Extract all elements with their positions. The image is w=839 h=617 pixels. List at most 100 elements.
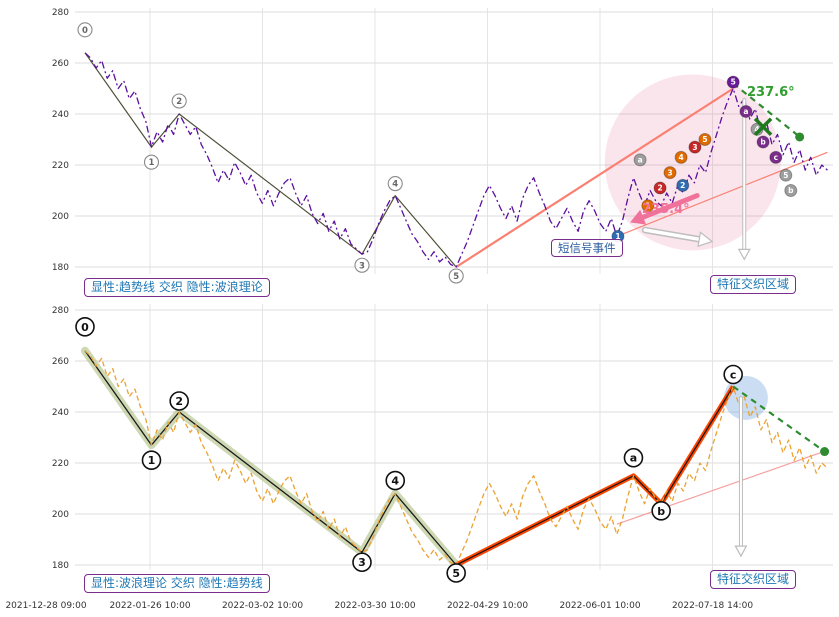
wave-pivot-label: 3 [358,556,366,569]
subwave-marker-label: 5 [731,78,736,87]
y-axis-tick-label: 200 [52,510,69,520]
subwave-marker: 3 [663,166,677,180]
subwave-marker-circle [641,199,655,213]
subwave-marker-circle [653,181,667,195]
subwave-marker-label: 5 [702,135,707,144]
subwave-marker: 5 [698,133,712,146]
subwave-marker: b [784,184,798,197]
subwave-marker: 3 [688,140,702,154]
wave-pivot-marker: 0 [75,316,95,337]
wave-pivot-label: 5 [453,272,459,282]
bottom-panel: 0 1 2 3 4 5 a b c 180 200 220 240 260 280 [52,304,833,583]
subwave-marker-label: a [638,156,643,165]
subwave-marker: c [769,150,783,164]
wave-pivot-marker: 0 [77,22,93,38]
y-axis-tick-label: 240 [52,110,69,120]
y-axis-tick-label: 220 [52,161,69,171]
wave-pivot-label: c [730,368,737,381]
wave-pivot-marker: c [723,364,743,385]
top-trend-line [616,151,828,237]
wave-pivot-marker: 1 [143,154,160,170]
top-panel-caption: 显性:趋势线 交织 隐性:波浪理论 [84,278,270,297]
wave-pivot-circle [141,450,162,470]
subwave-marker-label: 2 [680,181,685,190]
y-axis-tick-label: 200 [52,212,69,222]
wave-pivot-label: 2 [176,97,182,107]
subwave-marker-circle [633,153,647,167]
subwave-marker: b [756,135,770,149]
wave-pivot-marker: 2 [169,391,189,411]
subwave-marker-circle [688,140,702,154]
pink-arrow-head [630,209,647,225]
wave-pivot-circle [723,364,743,385]
x-axis-tick-label: 2022-03-02 10:00 [222,601,303,611]
y-axis-tick-label: 260 [52,357,69,367]
wave-pivot-marker: 3 [352,552,372,573]
y-axis-tick-label: 280 [52,8,69,18]
subwave-marker-label: b [788,186,794,195]
wave-pivot-label: 0 [81,321,89,334]
y-axis-tick-label: 280 [52,306,69,316]
subwave-marker: 2 [653,181,667,195]
subwave-marker-circle [674,150,688,164]
x-axis-tick-label: 2022-07-18 14:00 [672,601,753,611]
wave-pivot-circle [352,552,372,573]
subwave-marker-label: 2 [657,184,662,193]
subwave-marker-circle [739,104,753,118]
subwave-marker: 2 [676,178,690,192]
subwave-marker: 5 [726,75,740,89]
wave-pivot-label: 5 [452,567,460,580]
pink-arrow-shaft [640,193,700,220]
wave-pivot-circle [448,268,464,284]
bottom-feature-region-label: 特征交织区域 [710,570,797,589]
wave-pivot-circle [387,176,403,192]
x-axis-tick-label: 2021-12-28 09:00 [5,601,86,611]
wave-pivot-label: 0 [82,26,88,36]
subwave-marker-label: 4 [678,153,683,162]
subwave-marker: 1 [641,199,655,213]
projection-end-dot [795,132,805,142]
subwave-marker-label: 3 [667,168,672,177]
wave-pivot-circle [446,563,466,583]
subwave-marker-label: b [760,138,766,147]
x-axis-tick-labels: 2021-12-28 09:00 2022-01-26 10:00 2022-03-… [5,601,753,611]
subwave-marker-label: 5 [783,171,788,180]
wave-pivot-marker: b [651,500,671,521]
wave-pivot-marker: a [623,447,644,468]
bottom-trend-line [616,449,828,525]
wave-pivot-label: a [630,452,637,465]
bottom-trend-line [455,385,736,568]
bottom-arrows [734,395,748,558]
wave-pivot-circle [169,391,189,411]
y-axis-tick-label: 260 [52,59,69,69]
green-x-stroke [753,117,773,136]
bottom-price-line [84,350,828,566]
x-axis-tick-label: 2022-01-26 10:00 [109,601,190,611]
wave-pivot-circle [143,154,160,170]
wave-pivot-circle [354,257,370,273]
white-arrow-head [734,545,748,558]
wave-pivot-label: 2 [175,395,183,408]
subwave-marker-circle [784,184,798,197]
subwave-marker-circle [726,75,740,89]
white-arrow-head [697,231,714,248]
wave-pivot-circle [623,447,644,468]
wave-pivot-label: 4 [392,180,398,190]
subwave-marker-circle [779,168,793,182]
subwave-marker-circle [663,166,677,180]
white-arrow-head [737,248,751,261]
top-arrows [630,97,751,261]
wave-pivot-circle [77,22,93,38]
subwave-marker: a [739,104,753,118]
y-axis-tick-label: 220 [52,459,69,469]
bottom-grid [75,304,833,570]
top-price-line [84,52,828,268]
subwave-marker-label: 3 [692,143,697,152]
projection-dashed-line [732,385,826,453]
top-feature-region-label: 特征交织区域 [710,275,797,294]
wave-pivot-marker: 5 [448,268,464,284]
wave-pivot-marker: 5 [446,563,466,583]
